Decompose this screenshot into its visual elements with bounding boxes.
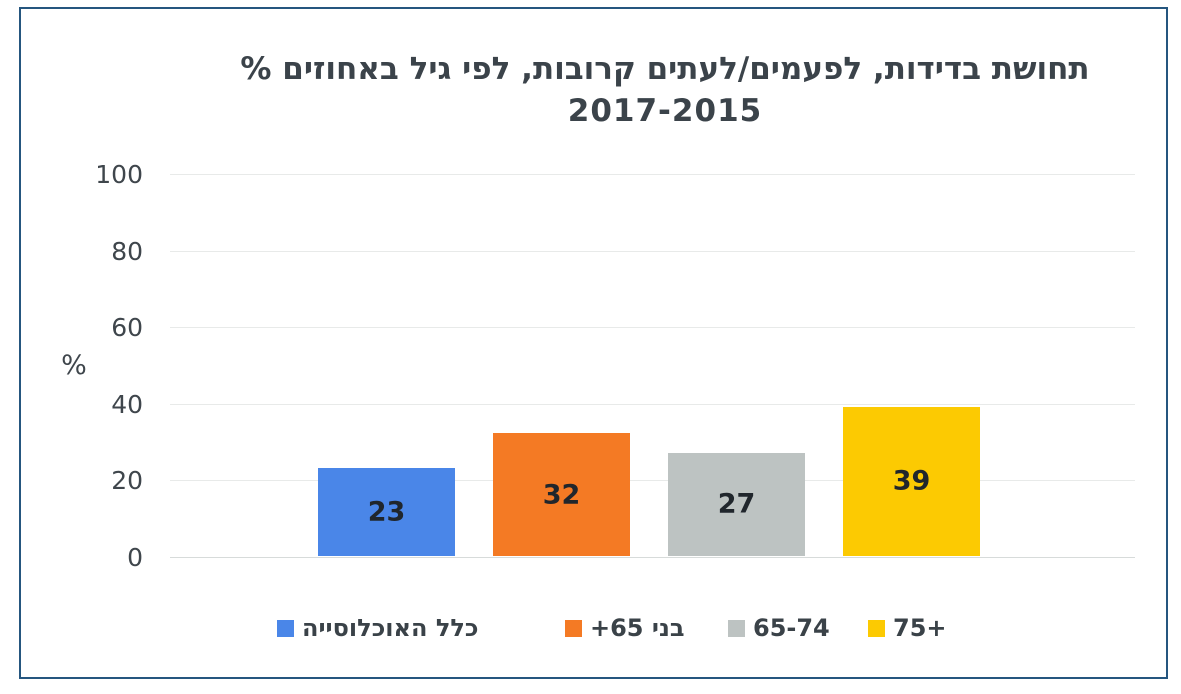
legend-item-1: כלל האוכלוסייה [277,610,478,646]
chart-frame [19,7,1168,679]
bar-value-label: 32 [542,479,581,511]
chart-title: תחושת בדידות, לפעמים/לעתים קרובות, לפי ג… [150,48,1180,132]
legend-swatch-icon [728,619,745,637]
y-tick-label-80: 80 [111,236,143,266]
chart-title-line1: תחושת בדידות, לפעמים/לעתים קרובות, לפי ג… [240,51,1090,87]
bar-3: 27 [668,452,805,556]
bar-2: 32 [493,433,630,556]
legend-label: 75+ [893,614,947,642]
legend-item-4: 75+ [868,610,947,646]
y-tick-label-0: 0 [127,543,143,572]
plot-area: 23 32 27 39 [170,174,1135,558]
bar-1: 23 [318,467,455,556]
legend-label: כלל האוכלוסייה [302,614,479,642]
y-tick-label-20: 20 [111,466,143,496]
gridline-80 [170,250,1135,252]
gridline-100 [170,174,1135,175]
legend-swatch-icon [277,619,294,637]
legend: כלל האוכלוסייה בני 65+ 65-74 75+ [0,610,1181,650]
bar-4: 39 [843,406,980,556]
gridline-0 [170,557,1135,558]
legend-label: בני 65+ [590,614,685,642]
gridline-60 [170,327,1135,329]
bar-value-label: 39 [892,465,931,497]
y-tick-label-100: 100 [95,160,143,189]
y-tick-label-40: 40 [111,389,143,419]
gridline-20 [170,480,1135,482]
legend-item-2: בני 65+ [565,610,684,646]
gridline-40 [170,403,1135,405]
legend-swatch-icon [868,619,885,637]
bar-value-label: 27 [717,488,756,520]
legend-swatch-icon [565,619,582,637]
legend-label: 65-74 [753,614,830,642]
legend-item-3: 65-74 [728,610,830,646]
bar-value-label: 23 [367,496,406,528]
chart-title-line2: 2017-2015 [567,93,763,129]
y-tick-label-60: 60 [111,313,143,343]
y-axis-label: % [61,350,87,381]
